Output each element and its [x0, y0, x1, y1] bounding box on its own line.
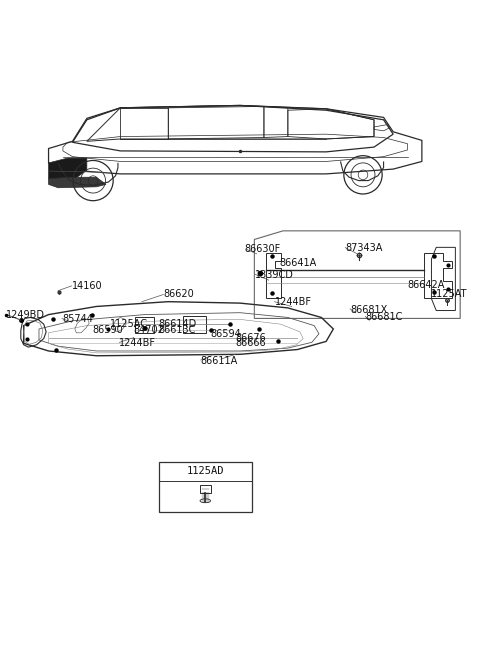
Text: 86666: 86666	[235, 338, 266, 348]
Text: 1244BF: 1244BF	[120, 338, 156, 348]
Text: 86611A: 86611A	[201, 356, 238, 365]
Text: 1339CD: 1339CD	[255, 270, 294, 280]
Bar	[200, 485, 211, 493]
Text: 85744: 85744	[62, 314, 93, 324]
Polygon shape	[48, 177, 106, 188]
Text: 86594: 86594	[210, 329, 241, 338]
Text: 86676: 86676	[235, 333, 266, 342]
Text: 86681X: 86681X	[350, 305, 387, 315]
Text: 86613C: 86613C	[158, 325, 196, 335]
Text: 86642A: 86642A	[408, 280, 445, 290]
Text: 1249BD: 1249BD	[6, 310, 46, 319]
Text: 14160: 14160	[72, 281, 102, 291]
Text: 87343A: 87343A	[345, 243, 383, 253]
Text: 86614D: 86614D	[158, 319, 197, 329]
Text: 86630F: 86630F	[245, 244, 281, 254]
Text: 1125AT: 1125AT	[431, 289, 467, 300]
Text: 86681C: 86681C	[365, 312, 403, 323]
Text: 86620: 86620	[163, 289, 194, 300]
Text: 86641A: 86641A	[279, 258, 316, 268]
Text: 84702: 84702	[134, 325, 165, 335]
Text: 1125AD: 1125AD	[187, 466, 224, 476]
Text: 86590: 86590	[93, 325, 123, 335]
Bar	[158, 462, 252, 512]
Polygon shape	[48, 158, 87, 182]
Text: 1244BF: 1244BF	[275, 297, 312, 306]
Text: 1125AC: 1125AC	[110, 319, 148, 329]
